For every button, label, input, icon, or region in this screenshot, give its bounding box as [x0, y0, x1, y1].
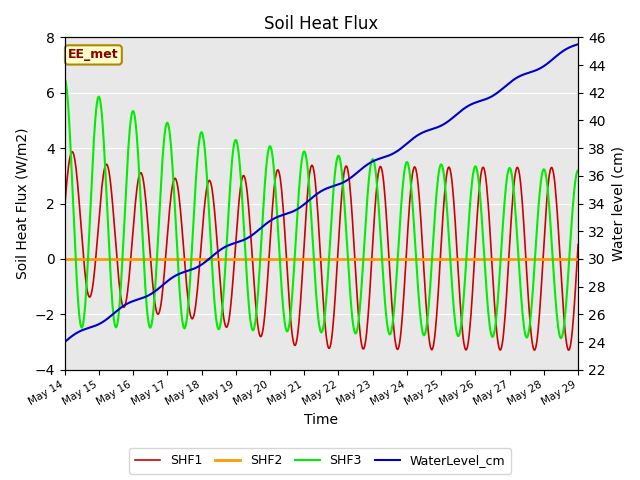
SHF3: [202, 162, 210, 168]
SHF2: [399, 256, 406, 262]
SHF1: [61, 204, 68, 209]
WaterLevel_cm: [70, 332, 78, 337]
WaterLevel_cm: [383, 153, 391, 159]
WaterLevel_cm: [175, 271, 183, 277]
SHF1: [176, 199, 184, 205]
Y-axis label: Soil Heat Flux (W/m2): Soil Heat Flux (W/m2): [15, 128, 29, 279]
SHF3: [383, 323, 391, 329]
Line: WaterLevel_cm: WaterLevel_cm: [65, 44, 578, 342]
SHF2: [123, 256, 131, 262]
WaterLevel_cm: [399, 144, 406, 150]
WaterLevel_cm: [202, 258, 210, 264]
WaterLevel_cm: [61, 339, 68, 345]
Line: SHF1: SHF1: [65, 152, 578, 350]
SHF3: [574, 168, 582, 173]
SHF2: [61, 256, 68, 262]
Line: SHF3: SHF3: [65, 79, 578, 338]
SHF2: [175, 256, 183, 262]
SHF3: [557, 336, 564, 341]
Legend: SHF1, SHF2, SHF3, WaterLevel_cm: SHF1, SHF2, SHF3, WaterLevel_cm: [129, 448, 511, 474]
WaterLevel_cm: [123, 301, 131, 307]
SHF2: [202, 256, 210, 262]
SHF1: [399, 302, 407, 308]
SHF2: [574, 256, 582, 262]
Text: EE_met: EE_met: [68, 48, 118, 61]
Y-axis label: Water level (cm): Water level (cm): [611, 146, 625, 261]
SHF3: [399, 187, 406, 192]
SHF3: [70, 219, 78, 225]
WaterLevel_cm: [574, 41, 582, 47]
SHF1: [203, 185, 211, 191]
Title: Soil Heat Flux: Soil Heat Flux: [264, 15, 378, 33]
SHF1: [574, 241, 582, 247]
SHF3: [123, 172, 131, 178]
SHF1: [384, 241, 392, 247]
SHF3: [61, 76, 68, 82]
SHF2: [70, 256, 78, 262]
SHF3: [175, 277, 183, 283]
SHF2: [383, 256, 391, 262]
SHF1: [71, 156, 79, 162]
SHF1: [565, 348, 573, 353]
SHF1: [124, 289, 131, 295]
X-axis label: Time: Time: [305, 413, 339, 427]
SHF1: [68, 149, 76, 155]
